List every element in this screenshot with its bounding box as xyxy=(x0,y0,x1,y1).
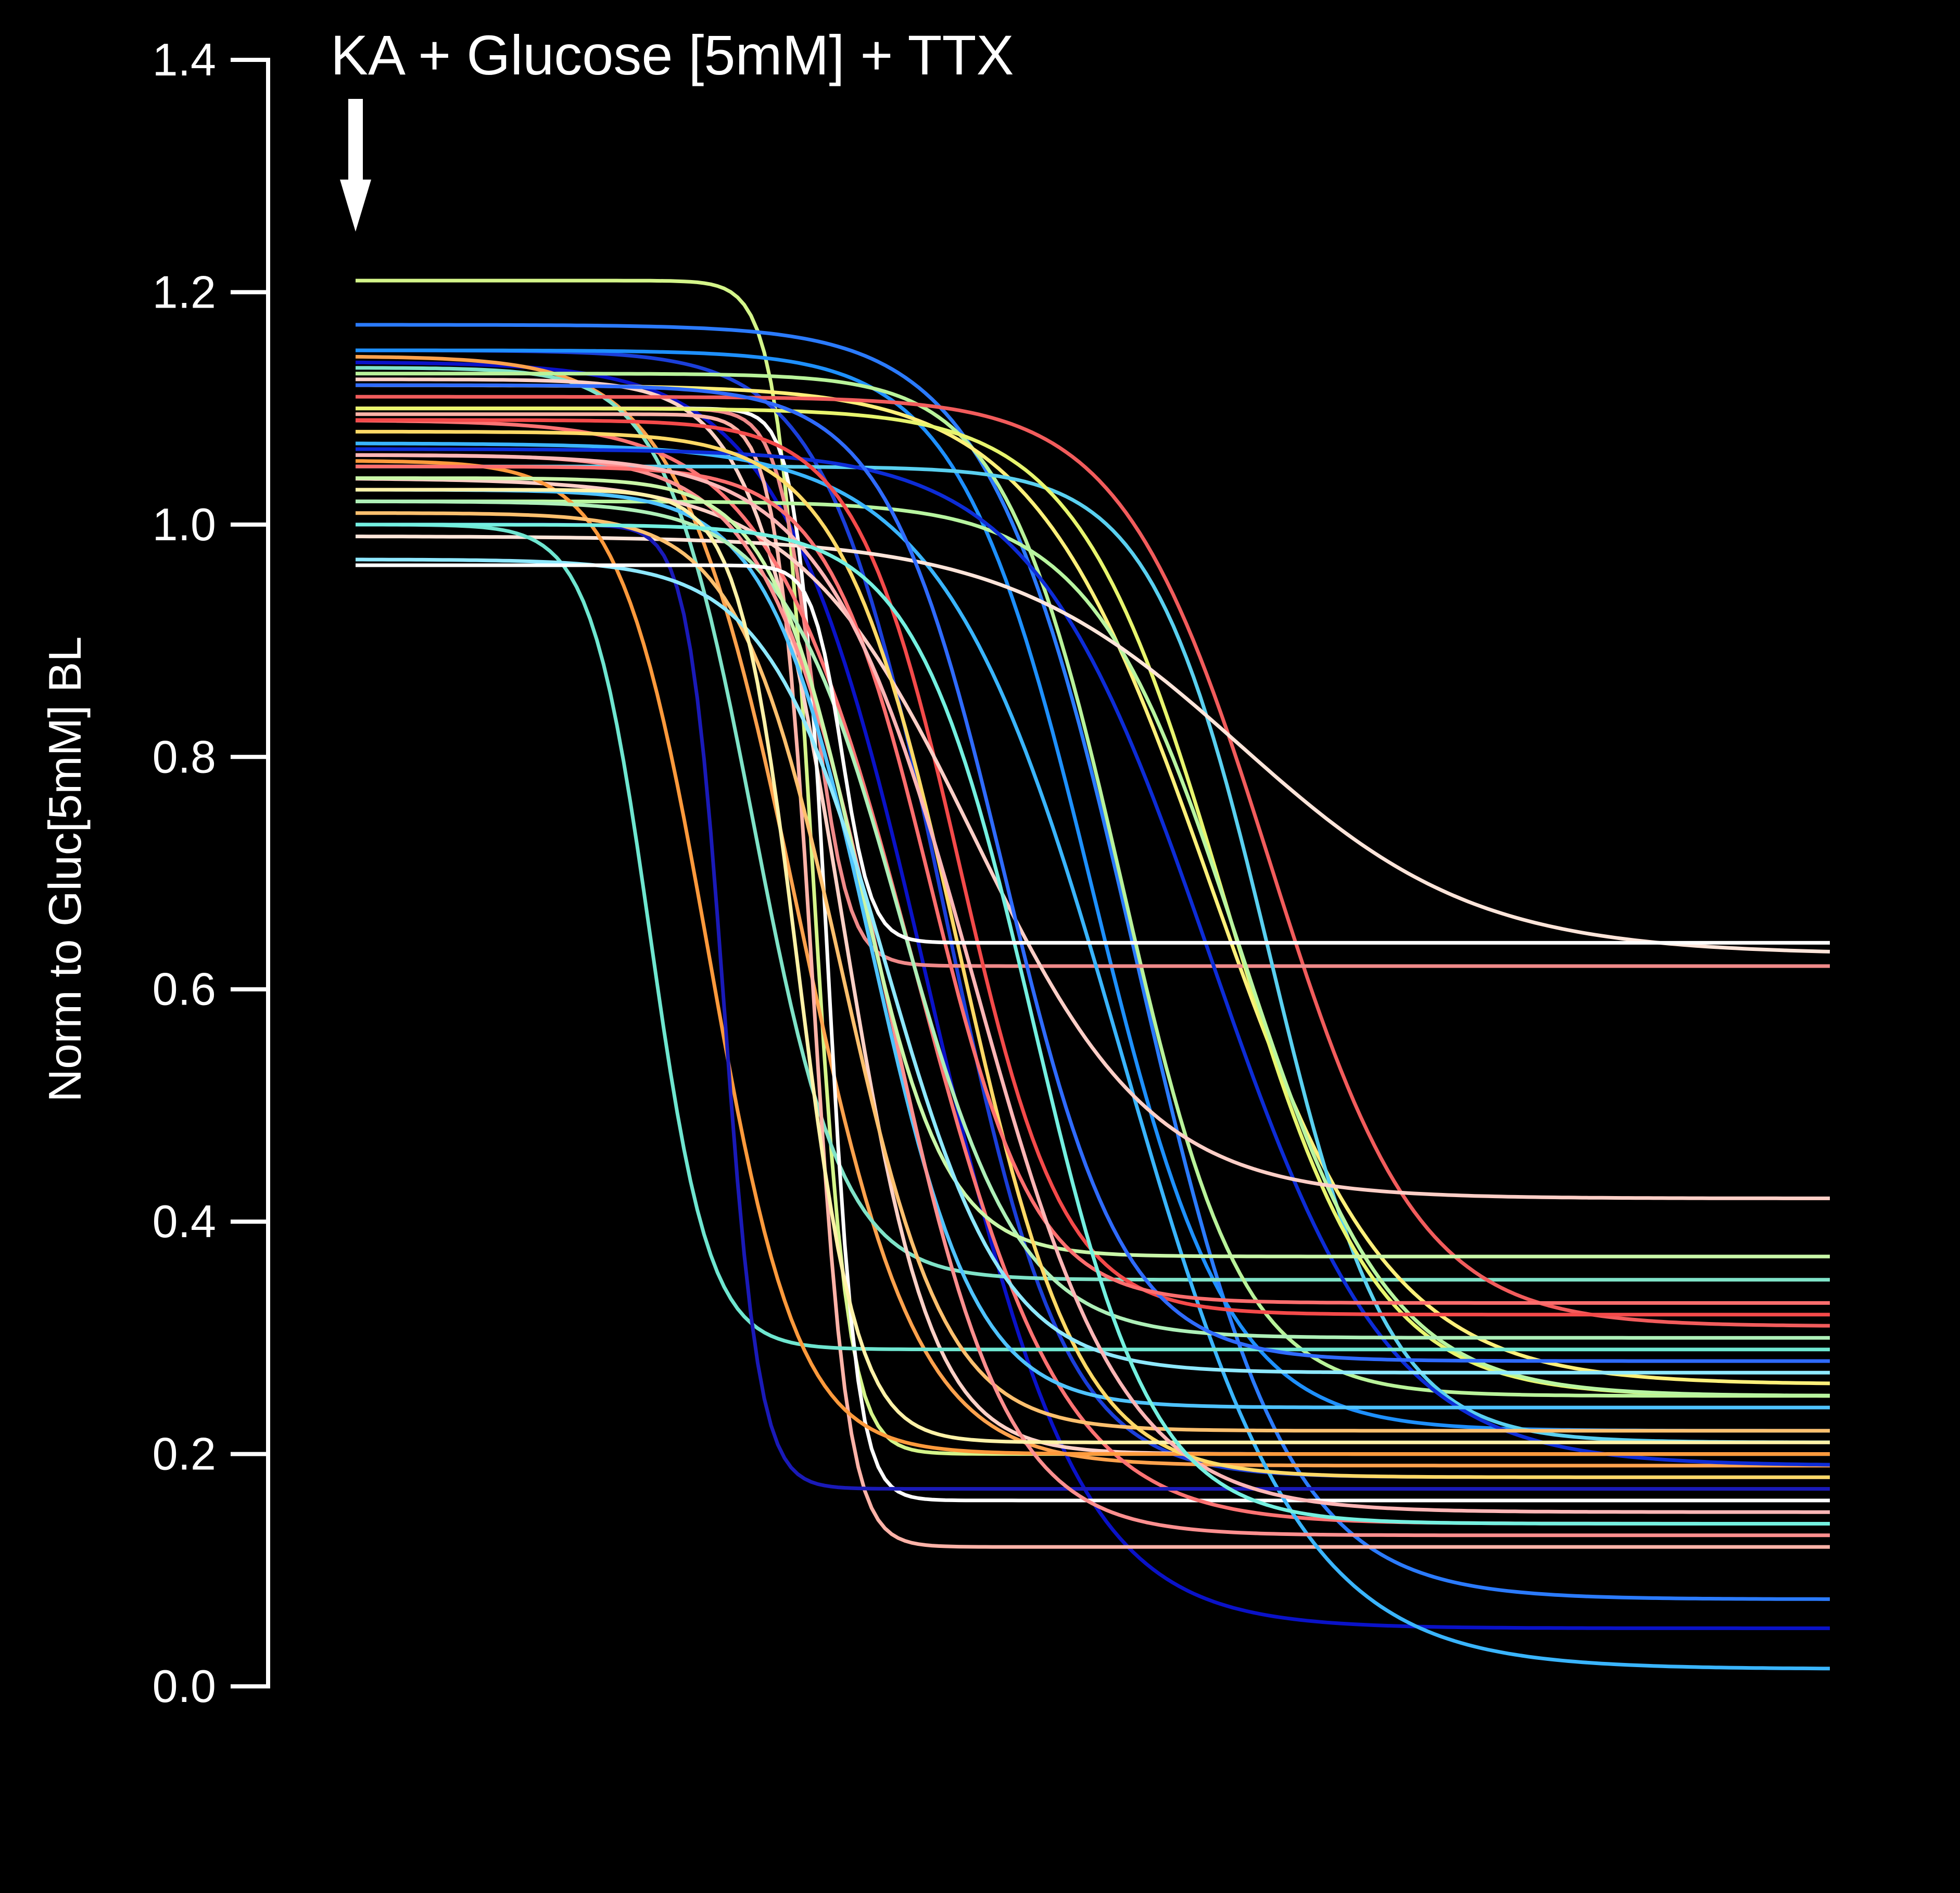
y-tick-label: 0.0 xyxy=(153,1660,216,1712)
series-line-30 xyxy=(356,453,1830,1538)
series-line-29 xyxy=(356,511,1830,1433)
series-line-23 xyxy=(355,477,1830,1200)
series-line-28 xyxy=(356,499,1830,1340)
series-line-8 xyxy=(356,372,1830,1398)
y-axis: 0.0 0.2 0.4 0.6 0.8 1.0 1.2 1.4 xyxy=(153,34,270,1712)
y-tick-label: 0.2 xyxy=(153,1428,216,1480)
series-line-36 xyxy=(356,488,1830,1444)
series-line-2 xyxy=(356,323,1830,1601)
y-tick-label: 1.4 xyxy=(153,34,216,85)
series-line-39 xyxy=(356,563,1830,945)
series-line-25 xyxy=(355,459,1830,1456)
down-arrow-icon xyxy=(340,99,371,232)
y-tick-label: 1.0 xyxy=(153,499,216,550)
series-layer xyxy=(355,278,1830,1671)
series-line-17 xyxy=(356,406,1830,1397)
series-line-27 xyxy=(356,488,1830,1409)
annotation: KA + Glucose [5mM] + TTX xyxy=(331,23,1014,232)
y-tick-label: 0.4 xyxy=(153,1196,216,1247)
y-tick-label: 0.6 xyxy=(153,963,216,1015)
series-line-18 xyxy=(356,499,1830,1397)
series-line-34 xyxy=(356,464,1830,1305)
series-line-33 xyxy=(356,429,1830,1479)
series-line-14 xyxy=(356,412,1830,1549)
series-line-37 xyxy=(356,453,1830,1514)
series-line-20 xyxy=(356,447,1830,1467)
series-line-19 xyxy=(356,441,1830,1671)
series-line-26 xyxy=(356,523,1830,1491)
series-line-32 xyxy=(356,383,1830,1363)
y-tick-label: 0.8 xyxy=(153,731,216,782)
annotation-label: KA + Glucose [5mM] + TTX xyxy=(331,23,1014,86)
y-axis-label: Norm to Gluc[5mM] BL xyxy=(39,637,91,1102)
series-line-10 xyxy=(356,377,1830,1456)
y-tick-label: 1.2 xyxy=(153,266,216,317)
series-line-38 xyxy=(356,523,1830,1526)
